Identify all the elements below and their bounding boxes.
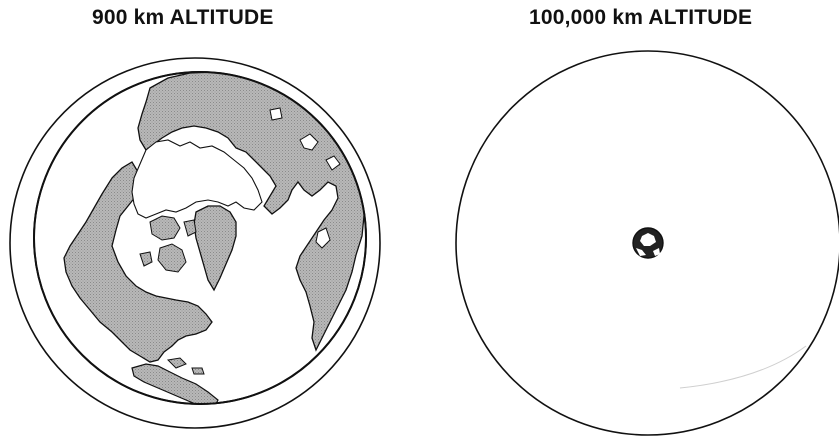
small-earth-ice xyxy=(640,233,656,246)
coastline-detail xyxy=(315,227,331,249)
left-panel xyxy=(9,57,381,429)
north-america-landmass xyxy=(63,161,213,363)
arctic-island xyxy=(157,243,187,273)
central-america-landmass xyxy=(131,363,219,404)
right-panel xyxy=(455,50,839,436)
arctic-ice-cap xyxy=(131,139,263,219)
earth-disk-small xyxy=(632,227,664,259)
earth-disk-large xyxy=(33,71,367,405)
small-earth-ice xyxy=(653,248,660,256)
earth-limb xyxy=(33,71,367,405)
faint-arc xyxy=(679,345,807,389)
small-earth-ice xyxy=(636,248,646,256)
arctic-island xyxy=(139,251,153,267)
arctic-island xyxy=(149,215,181,241)
coastline-detail xyxy=(269,107,283,121)
caribbean-island xyxy=(166,357,187,369)
field-of-view-circle-left xyxy=(9,57,381,429)
coastline-detail xyxy=(325,155,341,171)
coastline-detail xyxy=(299,133,319,151)
greenland-landmass xyxy=(193,205,237,292)
left-panel-title: 900 km ALTITUDE xyxy=(92,6,274,29)
right-panel-title: 100,000 km ALTITUDE xyxy=(529,6,753,29)
arctic-island xyxy=(183,219,197,237)
field-of-view-circle-right xyxy=(455,50,839,436)
caribbean-island xyxy=(191,367,205,375)
